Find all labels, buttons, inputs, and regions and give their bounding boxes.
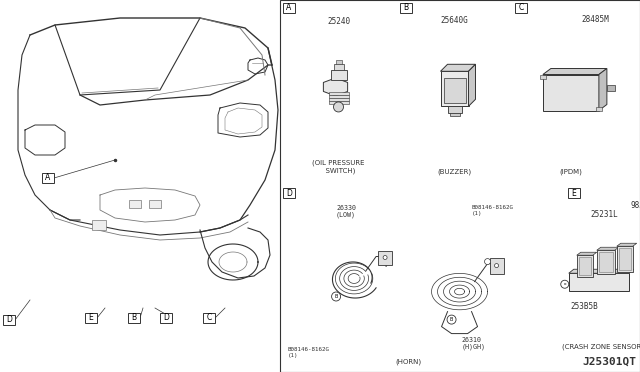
Bar — [400, 3, 412, 13]
Text: (HORN): (HORN) — [395, 359, 421, 365]
Bar — [596, 106, 602, 110]
Circle shape — [561, 280, 569, 288]
Bar — [160, 313, 172, 323]
Bar — [617, 246, 633, 272]
Bar — [85, 313, 97, 323]
Text: C: C — [206, 314, 212, 323]
Bar — [330, 70, 346, 80]
Circle shape — [332, 292, 340, 301]
Bar — [378, 250, 392, 264]
Text: D: D — [6, 315, 12, 324]
Text: B08146-8162G
(1): B08146-8162G (1) — [288, 347, 330, 358]
Polygon shape — [577, 252, 596, 255]
Bar — [577, 255, 593, 277]
Polygon shape — [543, 68, 607, 74]
Polygon shape — [569, 269, 634, 273]
Text: B: B — [131, 314, 136, 323]
Text: o: o — [563, 282, 566, 286]
Text: A: A — [286, 3, 292, 13]
Bar — [540, 74, 546, 78]
Bar — [203, 313, 215, 323]
Polygon shape — [323, 78, 348, 96]
Bar — [449, 113, 460, 116]
Text: 26310
(H)GH): 26310 (H)GH) — [461, 337, 486, 350]
Bar — [596, 250, 615, 274]
Bar — [515, 3, 527, 13]
Text: A: A — [45, 173, 51, 183]
Bar — [579, 257, 591, 275]
Bar — [129, 200, 141, 208]
Polygon shape — [468, 64, 476, 106]
Text: C: C — [518, 3, 524, 13]
Bar — [619, 248, 631, 270]
Bar — [3, 315, 15, 325]
Text: (OIL PRESSURE
  SWITCH): (OIL PRESSURE SWITCH) — [312, 160, 365, 174]
Text: B: B — [403, 3, 408, 13]
Bar — [328, 95, 349, 98]
Text: 25640G: 25640G — [440, 16, 468, 25]
Bar — [490, 257, 504, 273]
Text: (BUZZER): (BUZZER) — [437, 169, 472, 175]
Bar — [440, 71, 468, 106]
Text: (IPDM): (IPDM) — [559, 169, 582, 175]
Bar — [607, 84, 615, 90]
Polygon shape — [596, 247, 619, 250]
Bar — [280, 0, 640, 372]
Text: 25231L: 25231L — [591, 210, 618, 219]
Text: B: B — [450, 317, 453, 322]
Polygon shape — [617, 243, 637, 246]
Bar — [92, 220, 106, 230]
Bar — [283, 3, 295, 13]
Circle shape — [447, 315, 456, 324]
Circle shape — [495, 264, 499, 267]
Bar — [149, 200, 161, 208]
Bar — [328, 92, 349, 95]
Circle shape — [383, 256, 387, 260]
Bar — [599, 252, 612, 272]
Text: 25240: 25240 — [327, 17, 350, 26]
Text: B08146-8162G
(1): B08146-8162G (1) — [472, 205, 513, 216]
Polygon shape — [440, 64, 476, 71]
Bar — [568, 188, 580, 198]
Polygon shape — [599, 68, 607, 110]
Bar — [42, 173, 54, 183]
Text: 253B5B: 253B5B — [571, 302, 598, 311]
Bar — [328, 98, 349, 101]
Bar — [444, 78, 465, 103]
Bar — [335, 60, 342, 64]
Bar — [333, 64, 344, 70]
Text: E: E — [572, 189, 577, 198]
Bar — [569, 273, 628, 291]
Text: D: D — [286, 189, 292, 198]
Bar — [447, 106, 461, 113]
Circle shape — [484, 259, 490, 264]
Text: 28485M: 28485M — [581, 15, 609, 24]
Bar — [128, 313, 140, 323]
Bar — [328, 101, 349, 104]
Bar — [543, 74, 599, 110]
Text: E: E — [88, 314, 93, 323]
Text: D: D — [163, 314, 169, 323]
Text: 26330
(LOW): 26330 (LOW) — [336, 205, 356, 218]
Bar — [283, 188, 295, 198]
Text: B: B — [335, 294, 338, 299]
Circle shape — [333, 102, 344, 112]
Text: 98581: 98581 — [631, 201, 640, 210]
Text: (CRASH ZONE SENSOR): (CRASH ZONE SENSOR) — [561, 343, 640, 350]
Text: J25301QT: J25301QT — [582, 357, 636, 367]
